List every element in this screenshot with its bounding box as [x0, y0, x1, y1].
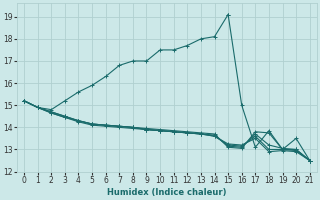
X-axis label: Humidex (Indice chaleur): Humidex (Indice chaleur) [107, 188, 227, 197]
